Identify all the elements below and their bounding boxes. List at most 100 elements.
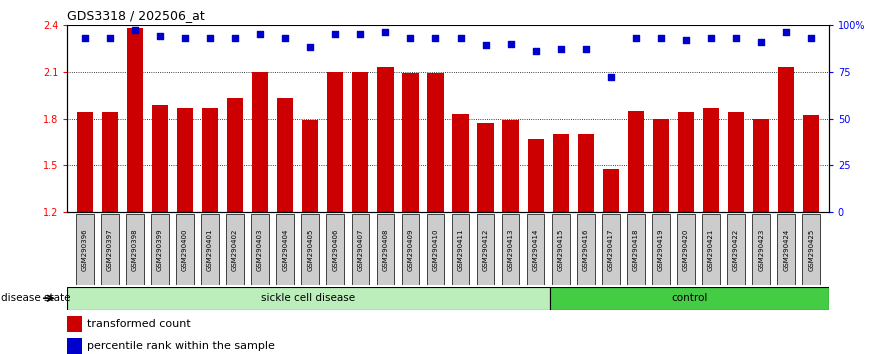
Bar	[427, 73, 444, 212]
Bar	[126, 28, 143, 212]
Bar	[202, 108, 218, 212]
Bar	[728, 112, 745, 212]
Text: GSM290412: GSM290412	[483, 228, 488, 271]
Point	[78, 35, 92, 41]
FancyBboxPatch shape	[301, 214, 319, 285]
Point	[228, 35, 242, 41]
FancyBboxPatch shape	[652, 214, 669, 285]
Bar	[578, 134, 594, 212]
Point	[152, 33, 167, 39]
Bar	[67, 316, 82, 332]
Text: GSM290405: GSM290405	[307, 228, 314, 271]
Text: GSM290421: GSM290421	[708, 228, 714, 271]
Point	[177, 35, 192, 41]
Point	[704, 35, 719, 41]
Text: GSM290413: GSM290413	[508, 228, 513, 271]
Bar	[653, 119, 669, 212]
Point	[303, 45, 317, 50]
Point	[328, 31, 342, 37]
Text: GSM290425: GSM290425	[808, 228, 814, 271]
Bar	[803, 115, 820, 212]
Text: sickle cell disease: sickle cell disease	[262, 293, 356, 303]
Point	[353, 31, 367, 37]
Point	[779, 29, 793, 35]
Bar	[702, 108, 719, 212]
Point	[378, 29, 392, 35]
Bar	[177, 108, 194, 212]
FancyBboxPatch shape	[602, 214, 620, 285]
FancyBboxPatch shape	[803, 214, 820, 285]
FancyBboxPatch shape	[753, 214, 770, 285]
Bar	[302, 120, 318, 212]
Point	[554, 46, 568, 52]
Text: GSM290411: GSM290411	[458, 228, 463, 271]
Bar	[151, 104, 168, 212]
Text: GSM290424: GSM290424	[783, 228, 789, 271]
Text: GSM290406: GSM290406	[332, 228, 339, 271]
FancyBboxPatch shape	[252, 214, 269, 285]
Text: GSM290416: GSM290416	[582, 228, 589, 271]
Point	[428, 35, 443, 41]
Point	[127, 28, 142, 33]
Bar	[277, 98, 293, 212]
Bar	[553, 134, 569, 212]
Bar	[678, 112, 694, 212]
FancyBboxPatch shape	[126, 214, 143, 285]
FancyBboxPatch shape	[202, 214, 219, 285]
Text: percentile rank within the sample: percentile rank within the sample	[87, 341, 275, 350]
Point	[403, 35, 418, 41]
Text: GSM290414: GSM290414	[533, 228, 538, 271]
Text: GSM290408: GSM290408	[383, 228, 388, 271]
FancyBboxPatch shape	[101, 214, 118, 285]
FancyBboxPatch shape	[778, 214, 795, 285]
Text: transformed count: transformed count	[87, 319, 191, 329]
Point	[478, 42, 493, 48]
FancyBboxPatch shape	[502, 214, 520, 285]
FancyBboxPatch shape	[401, 214, 419, 285]
Text: GSM290423: GSM290423	[758, 228, 764, 271]
Point	[604, 74, 618, 80]
FancyBboxPatch shape	[276, 214, 294, 285]
FancyBboxPatch shape	[527, 214, 545, 285]
FancyBboxPatch shape	[702, 214, 719, 285]
Bar	[327, 72, 343, 212]
FancyBboxPatch shape	[577, 214, 595, 285]
Bar	[503, 120, 519, 212]
Bar	[402, 73, 418, 212]
Text: GDS3318 / 202506_at: GDS3318 / 202506_at	[67, 9, 205, 22]
Point	[529, 48, 543, 54]
Point	[253, 31, 267, 37]
FancyBboxPatch shape	[677, 214, 694, 285]
Point	[679, 37, 694, 42]
Point	[453, 35, 468, 41]
Text: GSM290422: GSM290422	[733, 228, 739, 271]
Text: GSM290410: GSM290410	[433, 228, 438, 271]
Point	[504, 41, 518, 46]
Text: GSM290418: GSM290418	[633, 228, 639, 271]
Text: GSM290419: GSM290419	[658, 228, 664, 271]
FancyBboxPatch shape	[477, 214, 495, 285]
Point	[278, 35, 292, 41]
FancyBboxPatch shape	[452, 214, 470, 285]
Text: disease state: disease state	[1, 293, 71, 303]
Bar	[628, 111, 644, 212]
Text: GSM290417: GSM290417	[607, 228, 614, 271]
Point	[804, 35, 818, 41]
Bar	[252, 72, 268, 212]
Text: GSM290401: GSM290401	[207, 228, 213, 271]
Bar	[76, 112, 93, 212]
FancyBboxPatch shape	[227, 214, 244, 285]
FancyBboxPatch shape	[351, 214, 369, 285]
Text: GSM290409: GSM290409	[408, 228, 413, 271]
Text: GSM290404: GSM290404	[282, 228, 289, 271]
Point	[579, 46, 593, 52]
FancyBboxPatch shape	[549, 287, 829, 310]
FancyBboxPatch shape	[67, 287, 549, 310]
Bar	[227, 98, 243, 212]
Bar	[452, 114, 469, 212]
Text: GSM290415: GSM290415	[557, 228, 564, 271]
Text: GSM290397: GSM290397	[107, 228, 113, 271]
FancyBboxPatch shape	[76, 214, 93, 285]
Text: GSM290420: GSM290420	[683, 228, 689, 271]
FancyBboxPatch shape	[728, 214, 745, 285]
